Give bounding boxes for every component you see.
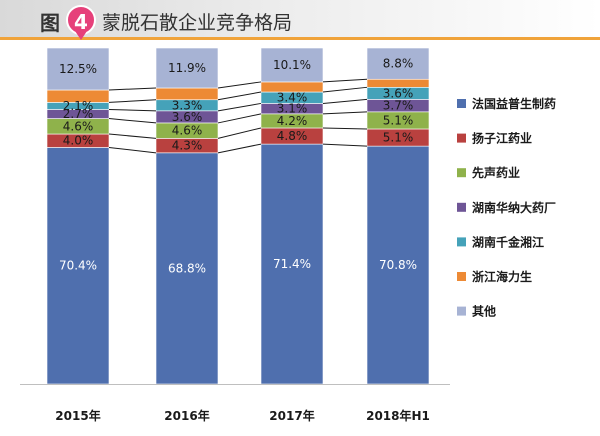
series-connector-line [322, 78, 368, 83]
data-label: 3.4% [277, 91, 308, 105]
data-label: 12.5% [59, 62, 97, 76]
data-label: 2.1% [63, 99, 94, 113]
bar-segment [366, 47, 430, 80]
series-connector-line [322, 143, 368, 147]
data-label: 4.8% [277, 129, 308, 143]
legend-swatch [457, 237, 466, 247]
legend-swatch [457, 168, 466, 178]
data-label: 3.7% [383, 99, 414, 113]
data-label: 8.8% [383, 57, 414, 71]
series-connector-line [322, 98, 368, 104]
series-connector-line [108, 87, 157, 91]
series-connector-line [322, 86, 368, 93]
data-label: 68.8% [168, 261, 206, 275]
series-connector-line [108, 99, 157, 103]
series-connector-line [217, 102, 262, 112]
series-connector-line [217, 113, 262, 124]
data-label: 10.1% [273, 58, 311, 72]
series-connector-line [217, 127, 262, 139]
figure-prefix: 图 [40, 11, 60, 35]
title-banner: 图 4 蒙脱石散企业竞争格局 [0, 0, 600, 40]
data-label: 5.1% [383, 113, 414, 127]
x-tick-label: 2015年 [55, 408, 100, 423]
series-connector-line [108, 146, 157, 154]
legend-entry: 湖南华纳大药厂 [472, 200, 556, 215]
bar-segment [155, 47, 219, 89]
data-label: 71.4% [273, 257, 311, 271]
legend-entry: 浙江海力生 [472, 269, 532, 284]
data-label: 5.1% [383, 131, 414, 145]
legend-entry: 其他 [472, 304, 496, 319]
series-connector-line [217, 81, 262, 89]
data-label: 4.6% [63, 119, 94, 133]
series-connector-line [322, 127, 368, 130]
data-label: 4.6% [172, 124, 203, 138]
data-label: 3.6% [383, 86, 414, 100]
data-label: 3.1% [277, 102, 308, 116]
data-label: 70.8% [379, 258, 417, 272]
legend-swatch [457, 306, 466, 316]
series-connector-line [108, 108, 157, 112]
legend-swatch [457, 272, 466, 281]
data-label: 4.3% [172, 139, 203, 153]
bar-segment [46, 47, 110, 91]
series-connector-line [108, 118, 157, 124]
chart-title: 蒙脱石散企业竞争格局 [102, 12, 293, 34]
series-connector-line [322, 111, 368, 115]
data-label: 3.3% [172, 98, 203, 112]
x-tick-label: 2018年H1 [366, 408, 430, 423]
bar-segment [366, 145, 430, 385]
legend-entry: 先声药业 [472, 165, 520, 180]
series-connector-line [217, 143, 262, 154]
bar-segment [260, 47, 324, 83]
data-label: 11.9% [168, 61, 206, 75]
data-label: 70.4% [59, 259, 97, 273]
legend-swatch [457, 99, 466, 108]
legend-entry: 湖南千金湘江 [472, 234, 544, 249]
legend-swatch [457, 202, 466, 212]
series-connector-line [108, 133, 157, 139]
x-tick-label: 2016年 [164, 408, 209, 423]
badge-pin-tail [75, 31, 87, 40]
legend-entry: 法国益普生制药 [472, 96, 556, 111]
x-tick-label: 2017年 [269, 408, 314, 423]
legend-entry: 扬子江药业 [472, 131, 532, 146]
data-label: 4.2% [277, 114, 308, 128]
data-label: 2.7% [63, 107, 94, 121]
series-connector-line [217, 91, 262, 101]
legend-swatch [457, 133, 466, 143]
bar-segment [46, 147, 110, 385]
bar-segment [260, 143, 324, 385]
data-label: 4.0% [63, 134, 94, 148]
data-label: 3.6% [172, 110, 203, 124]
